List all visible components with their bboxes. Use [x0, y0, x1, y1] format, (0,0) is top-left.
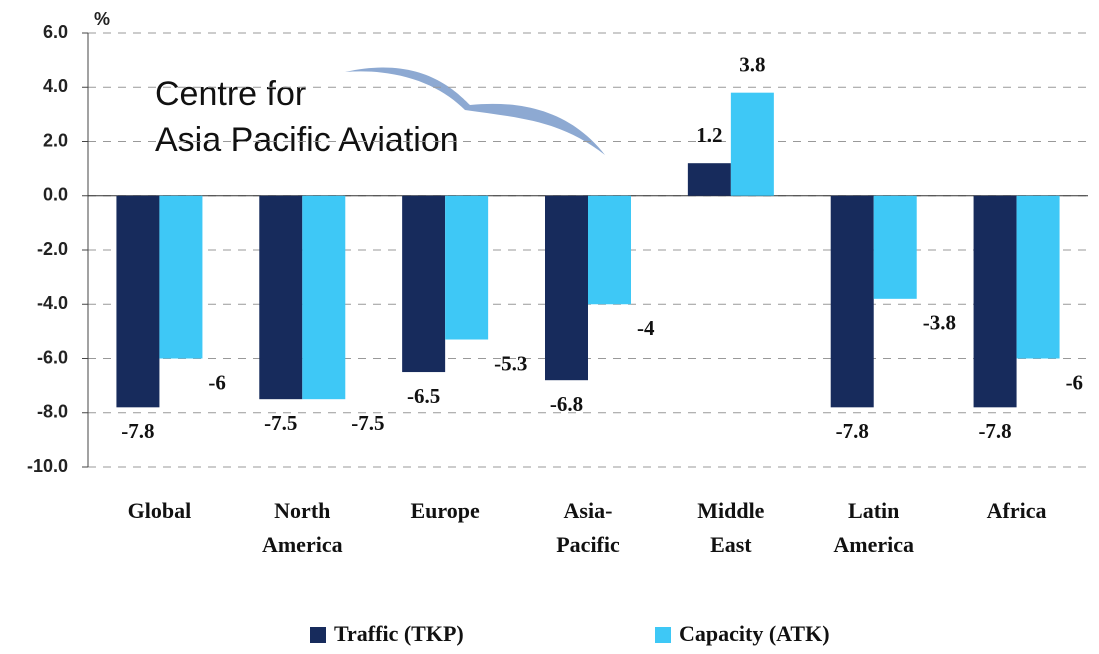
data-label: -7.8 — [978, 419, 1011, 443]
bar — [730, 92, 774, 196]
bar — [873, 195, 917, 299]
logo-line: Centre for — [155, 75, 306, 113]
x-tick-label: Africa — [986, 498, 1047, 523]
logo-swoosh — [345, 67, 605, 155]
logo-line: Asia Pacific Aviation — [155, 121, 459, 159]
legend-swatch — [310, 627, 326, 643]
legend-label: Traffic (TKP) — [334, 621, 464, 646]
y-tick-label: -10.0 — [27, 456, 68, 476]
y-tick-label: -6.0 — [37, 347, 68, 367]
bar — [830, 195, 874, 408]
y-tick-label: -8.0 — [37, 402, 68, 422]
y-tick-label: -2.0 — [37, 239, 68, 259]
bar — [973, 195, 1017, 408]
bar — [545, 195, 588, 381]
data-label: -6 — [208, 370, 226, 394]
bar — [1016, 195, 1060, 359]
data-label: 1.2 — [696, 123, 722, 147]
bar — [445, 195, 489, 340]
y-tick-label: 4.0 — [43, 76, 68, 96]
bar — [259, 195, 303, 400]
bar — [588, 195, 631, 305]
data-label: 3.8 — [739, 52, 765, 76]
data-label: -5.3 — [494, 351, 527, 375]
y-tick-label: 2.0 — [43, 130, 68, 150]
y-tick-label: -4.0 — [37, 293, 68, 313]
bar — [159, 195, 203, 359]
bar — [116, 195, 160, 408]
legend-label: Capacity (ATK) — [679, 621, 830, 646]
x-tick-label: Asia-Pacific — [556, 498, 620, 557]
bar — [402, 195, 446, 373]
data-label: -4 — [637, 316, 655, 340]
x-tick-label: Latin America — [833, 498, 915, 557]
data-label: -7.8 — [836, 419, 869, 443]
data-label: -6.8 — [550, 392, 583, 416]
y-tick-label: 0.0 — [43, 185, 68, 205]
data-label: -7.5 — [264, 411, 297, 435]
x-tick-label: Global — [127, 498, 192, 523]
bar — [302, 195, 346, 400]
y-tick-label: 6.0 — [43, 22, 68, 42]
x-tick-label: Middle East — [697, 498, 765, 557]
data-label: -6 — [1066, 370, 1084, 394]
unit-label: % — [94, 9, 110, 29]
data-label: -7.8 — [121, 419, 154, 443]
data-label: -7.5 — [351, 411, 384, 435]
x-tick-label: North America — [261, 498, 343, 557]
data-label: -3.8 — [923, 311, 956, 335]
data-label: -6.5 — [407, 384, 440, 408]
legend-swatch — [655, 627, 671, 643]
bar — [687, 163, 731, 196]
x-tick-label: Europe — [410, 498, 480, 523]
